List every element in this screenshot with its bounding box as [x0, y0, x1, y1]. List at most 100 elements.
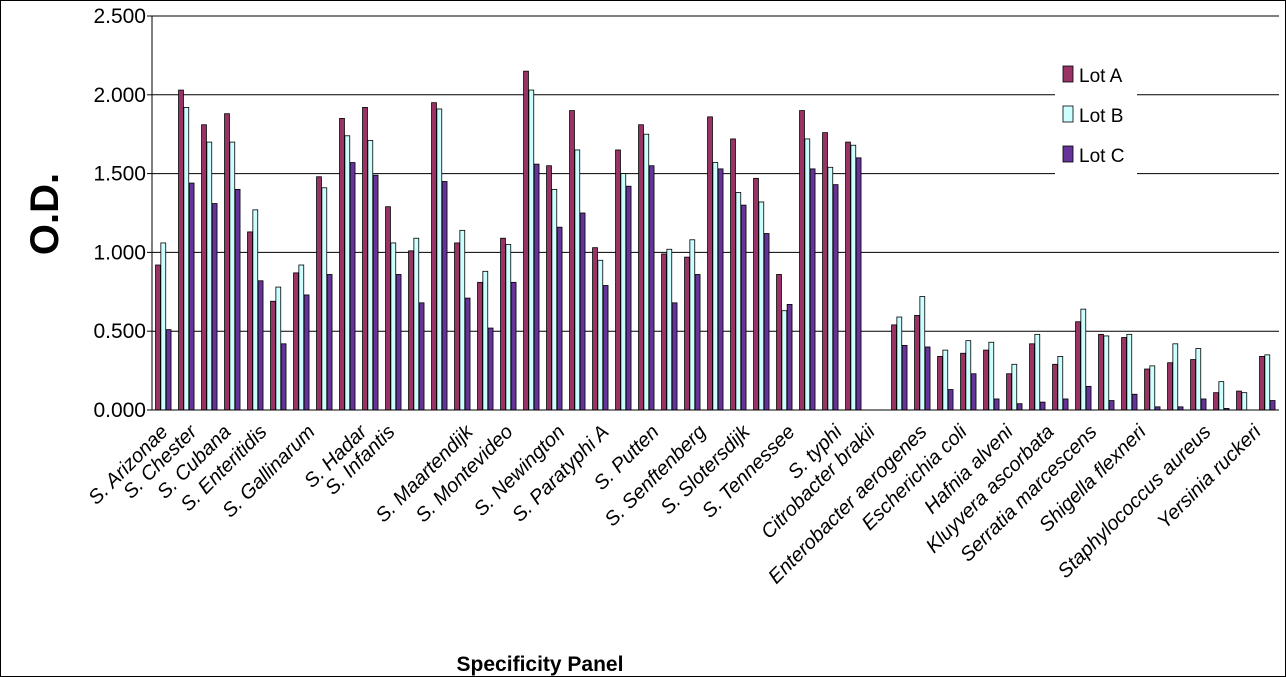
bar-lot-b [620, 173, 627, 411]
bar-lot-b [229, 141, 236, 411]
y-tick-labels: 0.000 0.500 1.000 1.500 2.000 2.500 [93, 5, 146, 422]
bar-lot-b [252, 209, 259, 411]
bar-lot-a [316, 176, 322, 411]
y-axis-title: O.D. [23, 173, 67, 255]
bar-lot-b [896, 316, 903, 411]
legend-label: Lot B [1079, 106, 1123, 127]
bar-lot-b [321, 187, 328, 411]
bar-lot-c [257, 280, 264, 411]
bar-lot-a [1213, 392, 1219, 411]
bar-lot-c [349, 162, 356, 411]
bar-lot-c [418, 302, 425, 411]
bar-lot-c [786, 304, 793, 411]
bar-lot-b [781, 310, 788, 411]
bar-lot-c [809, 168, 816, 411]
bar-lot-b [919, 296, 926, 411]
y-tick-label: 0.500 [93, 320, 146, 343]
bar-lot-b [275, 286, 282, 411]
bar-lot-b [1195, 348, 1202, 411]
bar-lot-c [234, 188, 241, 411]
bar-lot-c [924, 346, 931, 411]
legend-swatch [1062, 145, 1074, 163]
bar-lot-b [413, 237, 420, 411]
bar-lot-a [385, 206, 391, 411]
bar-lot-c [855, 157, 862, 411]
bar-lot-a [615, 149, 621, 411]
legend-swatch [1062, 65, 1074, 83]
bar-lot-b [597, 259, 604, 411]
bar-lot-a [1075, 321, 1081, 411]
bar-lot-a [914, 315, 920, 411]
bar-lot-b [827, 166, 834, 411]
bar-lot-b [1149, 365, 1156, 411]
bar-lot-b [758, 201, 765, 411]
bar-lot-a [201, 124, 207, 411]
legend-label: Lot C [1079, 146, 1124, 167]
bar-lot-a [477, 281, 483, 411]
bar-lot-a [638, 124, 644, 411]
bar-lot-b [942, 349, 949, 411]
bar-lot-a [339, 118, 345, 411]
bar-lot-b [1126, 333, 1133, 411]
bar-lot-b [551, 188, 558, 411]
bar-lot-c [671, 302, 678, 411]
bar-lot-b [965, 340, 972, 411]
y-tick-label: 1.500 [93, 163, 146, 186]
bar-lot-c [579, 212, 586, 411]
bar-lot-a [454, 242, 460, 411]
bar-lot-a [891, 324, 897, 411]
bar-lot-a [569, 110, 575, 411]
bar-lot-a [1144, 368, 1150, 411]
bar-lot-a [546, 165, 552, 411]
bar-lot-b [459, 229, 466, 411]
bar-lot-c [717, 168, 724, 411]
bars [155, 70, 1276, 411]
bar-lot-b [643, 133, 650, 411]
bar-lot-a [822, 132, 828, 411]
bar-lot-a [661, 253, 667, 411]
bar-lot-c [947, 389, 954, 411]
bar-lot-a [730, 138, 736, 411]
bar-lot-b [160, 242, 167, 411]
bar-lot-a [960, 352, 966, 411]
bar-lot-a [523, 70, 529, 411]
x-axis-title: Specificity Panel [457, 653, 624, 676]
y-tick-label: 2.500 [93, 5, 146, 28]
bar-lot-a [431, 102, 437, 411]
bar-lot-a [224, 113, 230, 411]
bar-lot-c [441, 181, 448, 411]
bar-lot-c [1269, 400, 1276, 411]
bar-lot-b [735, 192, 742, 411]
bar-lot-a [1190, 359, 1196, 411]
bar-lot-c [970, 373, 977, 411]
bar-lot-c [1085, 385, 1092, 411]
bar-lot-c [901, 344, 908, 411]
bar-lot-b [689, 239, 696, 411]
bar-lot-b [298, 264, 305, 411]
bar-lot-b [528, 89, 535, 411]
bar-lot-c [1108, 400, 1115, 411]
bar-lot-a [270, 300, 276, 411]
bar-lot-c [1062, 398, 1069, 411]
bar-lot-b [1011, 363, 1018, 411]
bar-lot-b [505, 244, 512, 411]
bar-lot-a [799, 110, 805, 411]
bar-lot-a [1029, 343, 1035, 411]
legend-label: Lot A [1079, 66, 1123, 87]
bar-lot-c [763, 233, 770, 411]
bar-lot-c [211, 203, 218, 411]
legend-swatch [1062, 105, 1074, 123]
bar-lot-a [1052, 363, 1058, 411]
bar-lot-b [804, 138, 811, 411]
bar-lot-a [178, 89, 184, 411]
bar-lot-b [436, 108, 443, 411]
bar-lot-a [362, 107, 368, 411]
bar-lot-c [395, 274, 402, 411]
y-tick-label: 1.000 [93, 241, 146, 264]
bar-lot-c [1039, 401, 1046, 411]
bar-lot-b [1080, 308, 1087, 411]
bar-lot-b [988, 341, 995, 411]
bar-lot-a [1259, 356, 1265, 411]
